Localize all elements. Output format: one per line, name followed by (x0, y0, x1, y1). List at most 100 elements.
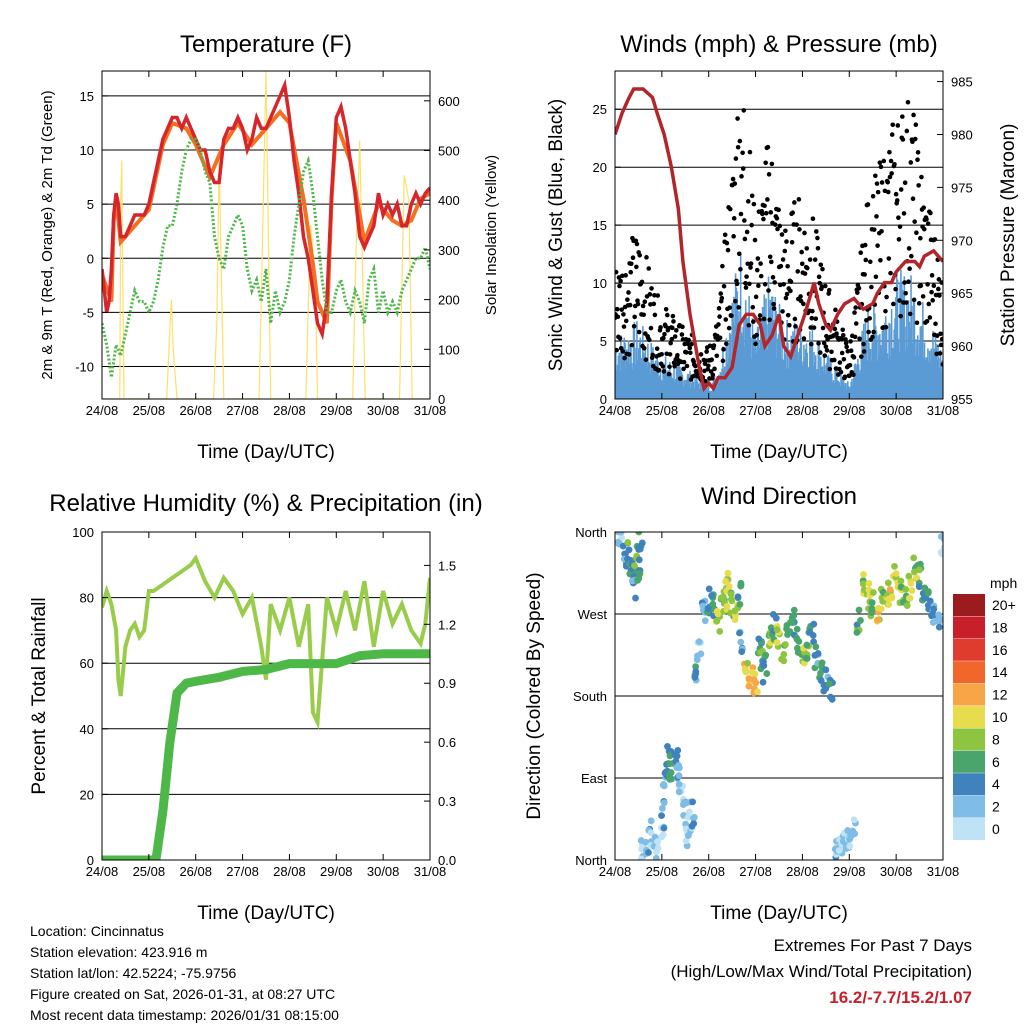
gust-point (884, 294, 889, 300)
gust-point (672, 363, 677, 369)
wind-direction-point (818, 659, 826, 667)
wind-direction-point (625, 546, 633, 554)
gust-point (771, 306, 777, 311)
gust-point (902, 180, 908, 185)
gust-point (861, 349, 867, 354)
wind-direction-point (722, 577, 729, 585)
gust-point (763, 210, 769, 216)
gust-point (906, 279, 911, 285)
winds-panel: Winds (mph) & Pressure (mb) 24/08 25/08 26… (546, 31, 1019, 463)
wind-direction-point (738, 648, 746, 656)
total-rainfall-line (102, 649, 430, 860)
wind-direction-point (635, 532, 643, 536)
gust-point (916, 301, 922, 306)
wind-direction-point (915, 583, 923, 591)
wind-direction-point (624, 538, 632, 546)
wind-direction-point (713, 617, 721, 625)
gust-point (724, 240, 730, 246)
gust-point (736, 251, 742, 257)
gust-point (733, 156, 739, 161)
gust-point (780, 257, 786, 262)
x-tick-label: 26/08 (692, 864, 725, 879)
wind-direction-point (793, 625, 801, 633)
wind-direction-title: Wind Direction (701, 483, 857, 510)
x-tick-label: 31/08 (414, 864, 447, 879)
gust-point (738, 211, 744, 217)
gust-point (861, 341, 866, 347)
gust-point (812, 257, 818, 262)
wind-direction-point (647, 829, 655, 837)
gust-point (756, 283, 761, 289)
y2-tick-label: 500 (438, 144, 460, 159)
gust-point (819, 284, 825, 289)
gust-point (646, 266, 652, 271)
gust-point (902, 280, 907, 285)
gust-point (637, 252, 643, 258)
gust-point (886, 256, 892, 261)
wind-direction-point (933, 617, 940, 625)
temperature-y2-label: Solar Insolation (Yellow) (483, 155, 500, 315)
gust-point (615, 306, 620, 312)
gust-point (885, 189, 891, 195)
wind-direction-x-label: Time (Day/UTC) (710, 903, 848, 924)
gust-point (900, 137, 906, 142)
gust-point (734, 281, 740, 287)
gust-point (770, 275, 776, 280)
gust-point (889, 171, 894, 176)
wind-direction-point (905, 594, 913, 602)
legend-label: 18 (992, 619, 1008, 635)
gust-point (727, 206, 733, 212)
x-tick-label: 28/08 (786, 403, 819, 418)
gust-point (790, 210, 795, 216)
gust-point (797, 227, 802, 232)
gust-point (823, 344, 829, 349)
x-tick-label: 26/08 (692, 403, 725, 418)
dewpoint-2m-line (102, 137, 430, 378)
created-text: Figure created on Sat, 2026-01-31, at 08… (30, 986, 335, 1002)
gust-point (689, 341, 694, 347)
gust-point (881, 158, 887, 164)
wind-direction-point (910, 568, 918, 576)
gust-point (826, 287, 832, 293)
wind-direction-point (869, 589, 877, 596)
y2-tick-label: 600 (438, 94, 460, 109)
gust-point (745, 261, 750, 267)
gust-point (852, 334, 858, 340)
y2-tick-label: 970 (951, 233, 973, 248)
wind-direction-point (689, 798, 697, 806)
gust-point (625, 297, 630, 302)
gust-point (739, 174, 744, 179)
gust-point (733, 298, 738, 304)
temperature-y-label: 2m & 9m T (Red, Orange) & 2m Td (Green) (39, 90, 56, 379)
wind-direction-point (675, 788, 683, 796)
gust-point (801, 301, 806, 307)
wind-direction-point (636, 545, 644, 553)
y-tick-label: 40 (80, 722, 94, 737)
x-tick-label: 28/08 (273, 403, 306, 418)
gust-point (794, 222, 799, 227)
wind-direction-point (877, 605, 885, 613)
gust-point (916, 183, 921, 188)
wind-direction-point (772, 614, 780, 622)
y2-tick-label: 980 (951, 127, 973, 142)
x-tick-label: 29/08 (833, 864, 866, 879)
gust-point (720, 263, 725, 269)
gust-point (837, 360, 843, 365)
gust-point (853, 321, 859, 326)
wind-direction-point (705, 585, 713, 593)
wind-direction-point (760, 662, 768, 670)
wind-direction-point (727, 595, 735, 603)
gust-point (841, 356, 847, 362)
gust-point (931, 283, 937, 289)
gust-point (743, 280, 748, 286)
gust-point (898, 313, 903, 319)
gust-point (867, 316, 873, 321)
gust-point (937, 351, 943, 356)
gust-point (735, 116, 740, 121)
gust-point (749, 193, 755, 199)
wind-direction-point (701, 617, 709, 625)
gust-point (919, 174, 924, 180)
wind-direction-point (757, 649, 764, 656)
wind-direction-point (810, 620, 818, 628)
